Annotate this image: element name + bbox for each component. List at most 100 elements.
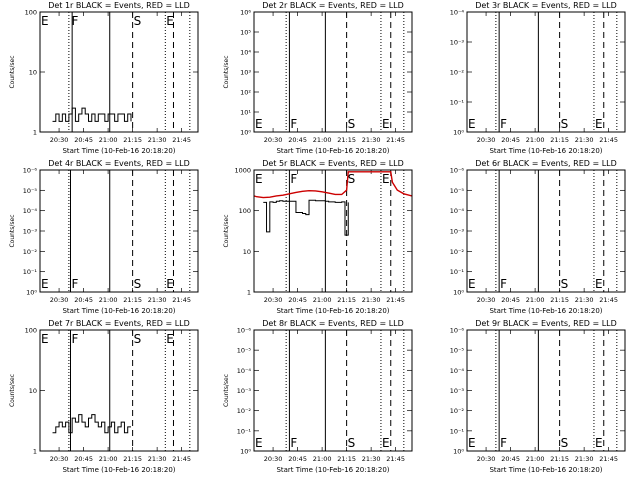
x-tick-label: 20:45 xyxy=(74,136,93,144)
x-tick-label: 21:30 xyxy=(362,136,381,144)
marker-letter-f: F xyxy=(290,172,297,186)
marker-letter-e: E xyxy=(468,277,476,291)
x-tick-label: 21:45 xyxy=(172,296,191,304)
y-tick-label: 1 xyxy=(247,289,251,297)
x-tick-label: 20:45 xyxy=(74,455,93,463)
marker-letter-e: E xyxy=(255,436,263,450)
marker-letter-e: E xyxy=(595,436,603,450)
marker-letter-f: F xyxy=(500,277,507,291)
x-tick-label: 21:15 xyxy=(337,296,356,304)
x-tick-label: 21:15 xyxy=(123,296,142,304)
panel-det-4: Det 4r BLACK = Events, RED = LLD Counts/s… xyxy=(9,159,199,315)
y-tick-label: 10 xyxy=(29,69,37,77)
marker-letter-e: E xyxy=(382,172,390,186)
marker-letter-e: E xyxy=(41,277,49,291)
x-tick-label: 21:30 xyxy=(148,455,167,463)
x-tick-label: 21:45 xyxy=(386,296,405,304)
panel-det-8: Det 8r BLACK = Events, RED = LLD Counts/s… xyxy=(223,319,413,474)
series-group xyxy=(52,107,132,122)
y-tick-label: 10⁻¹ xyxy=(237,427,252,435)
x-tick-label: 20:30 xyxy=(264,455,283,463)
x-axis-label: Start Time (10-Feb-16 20:18:20) xyxy=(62,466,175,474)
y-tick-label: 10⁻¹ xyxy=(450,99,465,107)
marker-letter-e: E xyxy=(166,332,174,346)
x-tick-label: 20:30 xyxy=(477,136,496,144)
x-tick-label: 20:30 xyxy=(50,455,69,463)
x-axis-label: Start Time (10-Feb-16 20:18:20) xyxy=(62,147,175,155)
panel-det-2: Det 2r BLACK = Events, RED = LLD Counts/s… xyxy=(223,1,413,155)
x-tick-label: 21:15 xyxy=(550,136,569,144)
x-tick-label: 21:45 xyxy=(599,136,618,144)
x-tick-label: 21:00 xyxy=(313,455,332,463)
marker-letter-s: S xyxy=(561,117,569,131)
x-tick-label: 20:30 xyxy=(264,296,283,304)
series-line-1 xyxy=(263,199,349,236)
y-tick-label: 10⁻³ xyxy=(23,228,38,236)
marker-letter-f: F xyxy=(290,117,297,131)
x-tick-label: 21:45 xyxy=(599,455,618,463)
x-axis-label: Start Time (10-Feb-16 20:18:20) xyxy=(276,147,389,155)
marker-letter-s: S xyxy=(134,14,142,28)
marker-letter-f: F xyxy=(500,436,507,450)
marker-letter-e: E xyxy=(595,117,603,131)
marker-letter-e: E xyxy=(595,277,603,291)
panel-det-7: Det 7r BLACK = Events, RED = LLD Counts/s… xyxy=(9,319,199,474)
marker-letter-e: E xyxy=(468,436,476,450)
x-tick-label: 20:30 xyxy=(50,296,69,304)
y-tick-label: 10⁰ xyxy=(453,129,464,137)
x-tick-label: 21:30 xyxy=(575,136,594,144)
x-tick-label: 20:45 xyxy=(74,296,93,304)
x-tick-label: 20:30 xyxy=(477,455,496,463)
x-tick-label: 20:45 xyxy=(288,296,307,304)
x-tick-label: 21:00 xyxy=(313,296,332,304)
y-tick-label: 10⁰ xyxy=(453,289,464,297)
y-tick-label: 10² xyxy=(240,89,251,97)
x-tick-label: 20:45 xyxy=(501,455,520,463)
x-tick-label: 20:30 xyxy=(50,136,69,144)
y-tick-label: 10⁻⁶ xyxy=(23,167,38,175)
y-axis-label: Counts/sec xyxy=(9,55,16,88)
panel-title: Det 2r BLACK = Events, RED = LLD xyxy=(262,1,404,10)
y-tick-label: 10⁵ xyxy=(240,29,251,37)
x-axis-label: Start Time (10-Feb-16 20:18:20) xyxy=(489,307,602,315)
y-tick-label: 10⁻¹ xyxy=(450,427,465,435)
y-tick-label: 10⁰ xyxy=(453,448,464,456)
y-tick-label: 100 xyxy=(239,207,251,215)
y-tick-label: 10⁻⁶ xyxy=(450,167,465,175)
x-tick-label: 21:30 xyxy=(148,136,167,144)
marker-letter-e: E xyxy=(166,14,174,28)
x-tick-label: 21:15 xyxy=(123,455,142,463)
marker-letter-s: S xyxy=(348,117,356,131)
x-tick-label: 21:00 xyxy=(526,455,545,463)
x-axis-label: Start Time (10-Feb-16 20:18:20) xyxy=(489,466,602,474)
y-tick-label: 10 xyxy=(243,248,251,256)
y-tick-label: 10⁻⁶ xyxy=(450,327,465,335)
y-tick-label: 10⁻² xyxy=(23,248,38,256)
y-tick-label: 10⁻³ xyxy=(450,39,465,47)
series-group xyxy=(254,171,412,236)
x-tick-label: 21:45 xyxy=(172,136,191,144)
y-tick-label: 10⁻⁵ xyxy=(23,187,38,195)
x-tick-label: 21:00 xyxy=(99,136,118,144)
y-tick-label: 10 xyxy=(29,387,37,395)
y-tick-label: 10⁻³ xyxy=(450,387,465,395)
marker-letter-e: E xyxy=(255,172,263,186)
x-tick-label: 20:30 xyxy=(264,136,283,144)
y-tick-label: 10⁻⁴ xyxy=(237,367,252,375)
panel-title: Det 7r BLACK = Events, RED = LLD xyxy=(48,319,190,328)
plot-frame xyxy=(253,329,413,452)
panel-title: Det 8r BLACK = Events, RED = LLD xyxy=(262,319,404,328)
x-axis-label: Start Time (10-Feb-16 20:18:20) xyxy=(276,307,389,315)
plot-frame xyxy=(39,329,199,452)
panel-det-6: Det 6r BLACK = Events, RED = LLD Start Ti… xyxy=(450,159,626,315)
y-tick-label: 10³ xyxy=(240,69,251,77)
marker-letter-s: S xyxy=(561,277,569,291)
y-axis-label: Counts/sec xyxy=(223,374,230,407)
y-tick-label: 10⁻² xyxy=(237,407,252,415)
y-axis-label: Counts/sec xyxy=(223,214,230,247)
x-tick-label: 21:15 xyxy=(550,296,569,304)
x-tick-label: 21:00 xyxy=(526,296,545,304)
x-tick-label: 20:45 xyxy=(288,455,307,463)
x-tick-label: 21:15 xyxy=(123,136,142,144)
